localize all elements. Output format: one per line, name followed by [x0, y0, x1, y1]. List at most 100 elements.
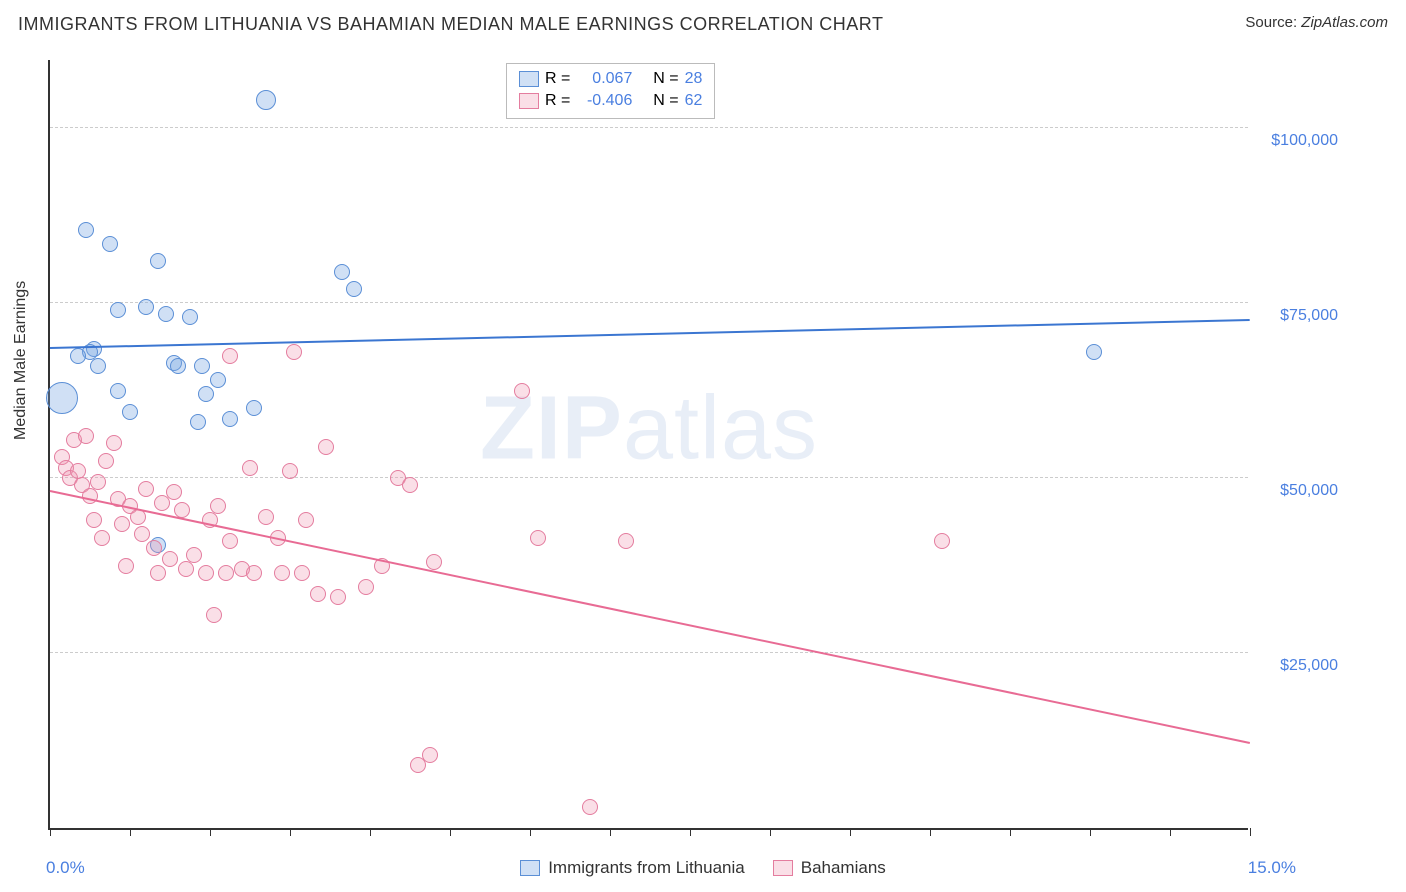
data-point-bahamians	[282, 463, 298, 479]
data-point-bahamians	[618, 533, 634, 549]
n-value-lithuania: 28	[685, 68, 703, 90]
trendline-bahamians	[50, 490, 1250, 744]
data-point-bahamians	[106, 435, 122, 451]
x-tick	[210, 828, 211, 836]
data-point-lithuania	[70, 348, 86, 364]
source-value: ZipAtlas.com	[1301, 14, 1388, 31]
data-point-bahamians	[78, 428, 94, 444]
data-point-bahamians	[402, 477, 418, 493]
data-point-bahamians	[86, 512, 102, 528]
legend-row-bahamians: R = -0.406 N = 62	[519, 90, 702, 112]
data-point-lithuania	[110, 383, 126, 399]
n-label: N =	[653, 68, 678, 90]
data-point-bahamians	[150, 565, 166, 581]
data-point-bahamians	[138, 481, 154, 497]
n-label: N =	[653, 90, 678, 112]
data-point-bahamians	[330, 589, 346, 605]
data-point-bahamians	[222, 533, 238, 549]
legend-item-bahamians: Bahamians	[773, 858, 886, 878]
legend-row-lithuania: R = 0.067 N = 28	[519, 68, 702, 90]
gridline	[50, 302, 1248, 303]
x-tick	[770, 828, 771, 836]
gridline	[50, 477, 1248, 478]
chart-title: IMMIGRANTS FROM LITHUANIA VS BAHAMIAN ME…	[18, 14, 883, 35]
data-point-bahamians	[166, 484, 182, 500]
data-point-lithuania	[102, 236, 118, 252]
source-label: Source:	[1245, 14, 1297, 31]
plot-area: ZIPatlas R = 0.067 N = 28 R = -0.406 N =…	[48, 60, 1248, 830]
data-point-bahamians	[286, 344, 302, 360]
data-point-lithuania	[46, 382, 78, 414]
y-tick-label: $100,000	[1271, 132, 1338, 150]
data-point-bahamians	[94, 530, 110, 546]
x-tick	[130, 828, 131, 836]
data-point-lithuania	[198, 386, 214, 402]
data-point-lithuania	[170, 358, 186, 374]
data-point-lithuania	[110, 302, 126, 318]
data-point-bahamians	[178, 561, 194, 577]
x-tick	[290, 828, 291, 836]
data-point-lithuania	[150, 253, 166, 269]
trendline-lithuania	[50, 319, 1250, 349]
r-value-bahamians: -0.406	[576, 90, 632, 112]
y-tick-label: $25,000	[1280, 657, 1338, 675]
swatch-lithuania-icon	[520, 860, 540, 876]
y-tick-label: $50,000	[1280, 482, 1338, 500]
legend-item-lithuania: Immigrants from Lithuania	[520, 858, 745, 878]
data-point-bahamians	[298, 512, 314, 528]
data-point-bahamians	[934, 533, 950, 549]
data-point-lithuania	[210, 372, 226, 388]
data-point-bahamians	[186, 547, 202, 563]
x-tick	[530, 828, 531, 836]
data-point-bahamians	[98, 453, 114, 469]
x-tick	[690, 828, 691, 836]
data-point-bahamians	[422, 747, 438, 763]
r-label: R =	[545, 90, 570, 112]
data-point-lithuania	[190, 414, 206, 430]
plot-canvas: ZIPatlas R = 0.067 N = 28 R = -0.406 N =…	[48, 60, 1248, 830]
data-point-bahamians	[274, 565, 290, 581]
r-label: R =	[545, 68, 570, 90]
data-point-bahamians	[114, 516, 130, 532]
swatch-bahamians-icon	[773, 860, 793, 876]
data-point-bahamians	[358, 579, 374, 595]
chart-source: Source: ZipAtlas.com	[1245, 14, 1388, 31]
data-point-bahamians	[210, 498, 226, 514]
data-point-lithuania	[158, 306, 174, 322]
watermark-light: atlas	[623, 378, 818, 478]
data-point-bahamians	[318, 439, 334, 455]
data-point-bahamians	[206, 607, 222, 623]
data-point-bahamians	[134, 526, 150, 542]
x-tick	[1250, 828, 1251, 836]
data-point-lithuania	[90, 358, 106, 374]
data-point-bahamians	[246, 565, 262, 581]
x-tick	[370, 828, 371, 836]
watermark: ZIPatlas	[480, 377, 818, 480]
x-tick	[930, 828, 931, 836]
data-point-bahamians	[118, 558, 134, 574]
data-point-lithuania	[1086, 344, 1102, 360]
data-point-lithuania	[194, 358, 210, 374]
correlation-legend: R = 0.067 N = 28 R = -0.406 N = 62	[506, 63, 715, 119]
data-point-lithuania	[122, 404, 138, 420]
data-point-lithuania	[222, 411, 238, 427]
data-point-lithuania	[78, 222, 94, 238]
x-tick	[1010, 828, 1011, 836]
x-tick	[850, 828, 851, 836]
x-tick	[50, 828, 51, 836]
data-point-bahamians	[174, 502, 190, 518]
gridline	[50, 127, 1248, 128]
watermark-bold: ZIP	[480, 378, 623, 478]
data-point-bahamians	[222, 348, 238, 364]
data-point-bahamians	[530, 530, 546, 546]
gridline	[50, 652, 1248, 653]
swatch-lithuania-icon	[519, 71, 539, 87]
data-point-bahamians	[198, 565, 214, 581]
x-tick	[450, 828, 451, 836]
data-point-bahamians	[258, 509, 274, 525]
data-point-bahamians	[582, 799, 598, 815]
data-point-bahamians	[146, 540, 162, 556]
swatch-bahamians-icon	[519, 93, 539, 109]
data-point-bahamians	[294, 565, 310, 581]
data-point-bahamians	[162, 551, 178, 567]
